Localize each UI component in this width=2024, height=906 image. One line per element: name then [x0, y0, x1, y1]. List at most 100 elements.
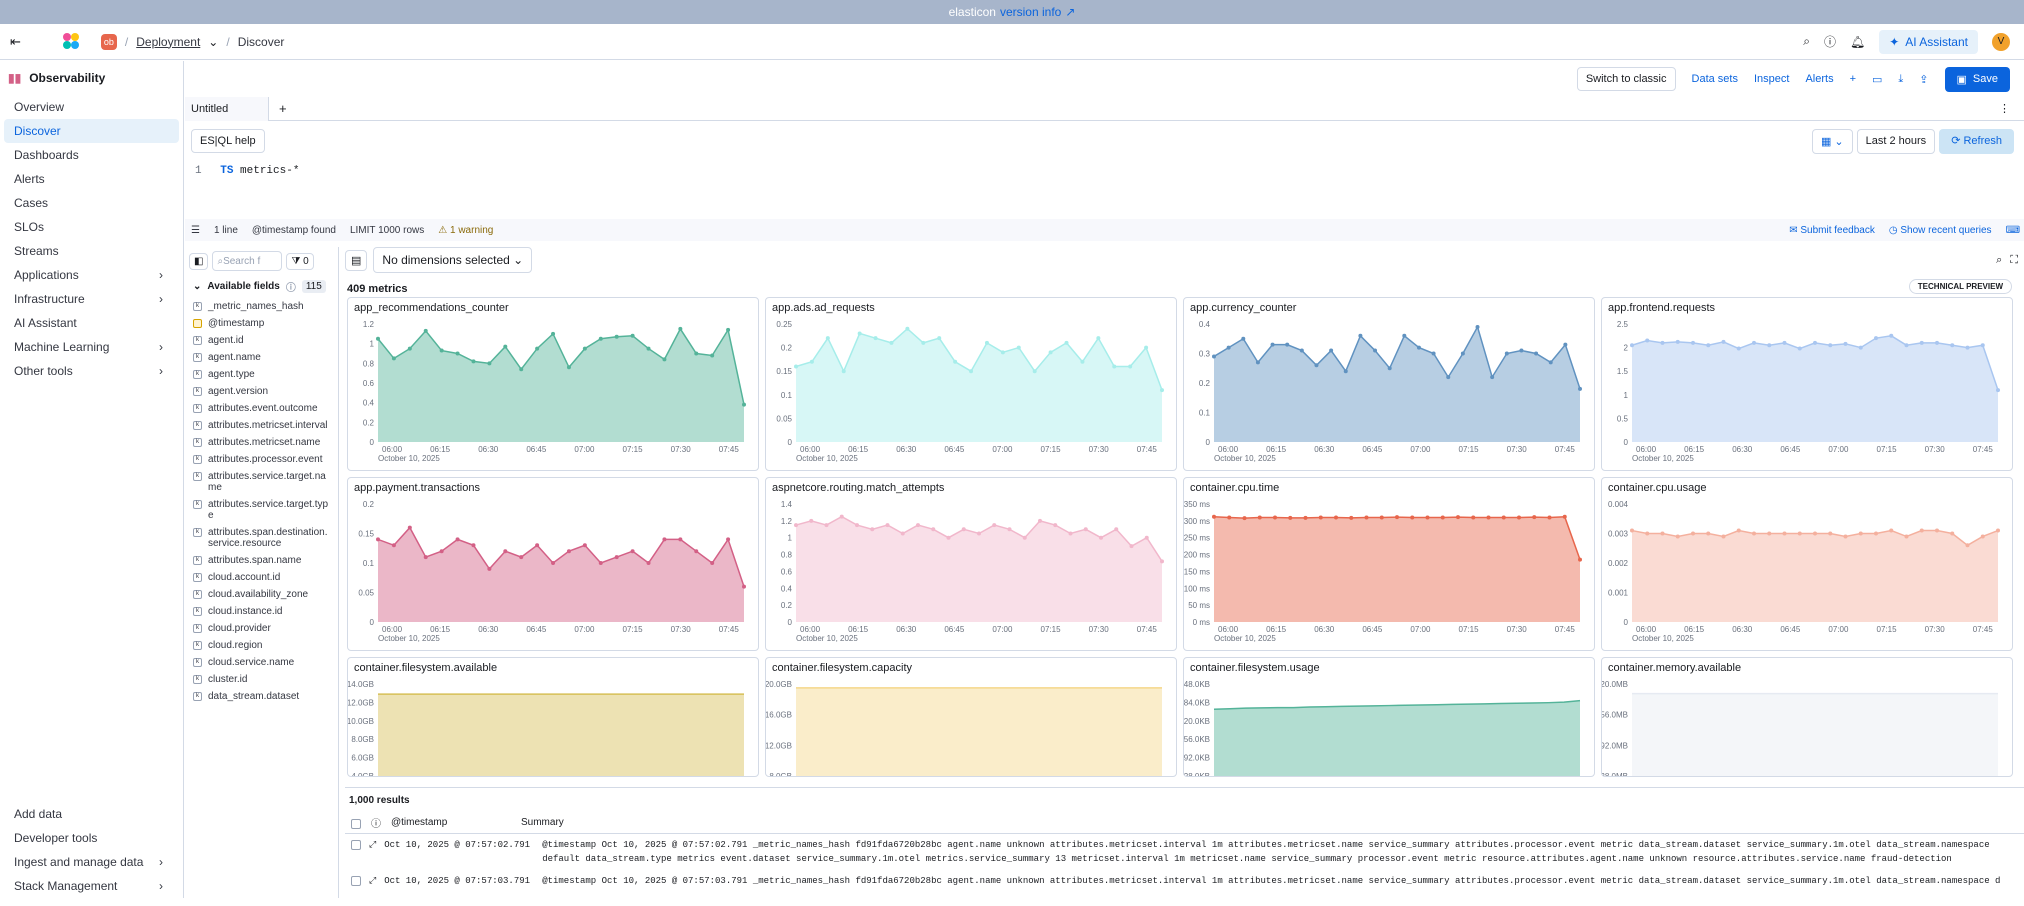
field-item[interactable]: k cloud.region — [185, 637, 338, 654]
field-item[interactable]: k attributes.processor.event — [185, 451, 338, 468]
esql-help-button[interactable]: ES|QL help — [191, 129, 265, 153]
save-button[interactable]: ▣ Save — [1944, 66, 2010, 92]
search-icon[interactable]: ⌕ — [1803, 34, 1810, 48]
field-item[interactable]: k attributes.span.name — [185, 552, 338, 569]
field-item[interactable]: k agent.version — [185, 383, 338, 400]
metric-chart-card[interactable]: aspnetcore.routing.match_attempts 0 0.2 0.4… — [765, 477, 1177, 651]
field-item[interactable]: k agent.type — [185, 366, 338, 383]
search-icon[interactable]: ⌕ — [1996, 253, 2003, 266]
notifications-icon[interactable]: 🔔︎ — [1850, 34, 1866, 49]
refresh-button[interactable]: ⟳ Refresh — [1939, 129, 2014, 154]
sidebar-item-stack-management[interactable]: Stack Management › — [4, 874, 179, 898]
help-icon[interactable]: ⓘ — [1823, 35, 1836, 49]
field-item[interactable]: k cloud.provider — [185, 620, 338, 637]
sidebar-item-dashboards[interactable]: Dashboards — [4, 143, 179, 167]
query-editor[interactable]: 1 TS metrics-* — [195, 165, 299, 177]
metric-chart-card[interactable]: app_recommendations_counter 0 0.2 0.4 0.6 0.8… — [347, 297, 759, 471]
metric-chart-card[interactable]: app.frontend.requests 0 0.5 1 1.5 2 2.5 06:00 06… — [1601, 297, 2013, 471]
keyboard-icon[interactable]: ⌨ — [2005, 224, 2020, 236]
row-checkbox[interactable] — [351, 876, 361, 886]
metric-chart-card[interactable]: container.filesystem.capacity 8.0GB 12.0GB… — [765, 657, 1177, 777]
field-item[interactable]: k cloud.account.id — [185, 569, 338, 586]
field-item[interactable]: k attributes.metricset.interval — [185, 417, 338, 434]
field-item[interactable]: @timestamp — [185, 315, 338, 332]
expand-icon[interactable]: ⤢ — [369, 876, 377, 886]
field-filter-button[interactable]: ⧩ 0 — [286, 252, 314, 270]
breadcrumb-deployment[interactable]: Deployment — [136, 34, 201, 49]
new-icon[interactable]: + — [1849, 73, 1857, 85]
ai-assistant-button[interactable]: ✦ AI Assistant — [1879, 29, 1978, 54]
field-item[interactable]: k agent.id — [185, 332, 338, 349]
select-all-checkbox[interactable] — [351, 818, 361, 829]
metric-chart-card[interactable]: container.filesystem.usage 128.0KB 192.0KB… — [1183, 657, 1595, 777]
table-row[interactable]: ⤢ Oct 10, 2025 @ 07:57:03.791 @timestamp O… — [345, 870, 2024, 906]
field-item[interactable]: k data_stream.dataset — [185, 688, 338, 705]
field-item[interactable]: k attributes.event.outcome — [185, 400, 338, 417]
sidebar-item-alerts[interactable]: Alerts — [4, 167, 179, 191]
sidebar-item-machine-learning[interactable]: Machine Learning › — [4, 335, 179, 359]
sidebar-item-infrastructure[interactable]: Infrastructure › — [4, 287, 179, 311]
metric-chart-card[interactable]: container.memory.available 128.0MB 192.0MB… — [1601, 657, 2013, 777]
table-row[interactable]: ⤢ Oct 10, 2025 @ 07:57:02.791 @timestamp O… — [345, 834, 2024, 870]
sidebar-item-discover[interactable]: Discover — [4, 119, 179, 143]
field-item[interactable]: k _metric_names_hash — [185, 298, 338, 315]
metric-chart-card[interactable]: container.cpu.time 0 ms 50 ms 100 ms 150 ms 2… — [1183, 477, 1595, 651]
list-icon[interactable]: ☰ — [191, 224, 200, 236]
space-badge[interactable]: ob — [100, 33, 117, 50]
share-icon[interactable]: ⇪ — [1919, 73, 1929, 86]
field-item[interactable]: k attributes.metricset.name — [185, 434, 338, 451]
version-info-link[interactable]: version info — [999, 5, 1062, 19]
dimensions-select[interactable]: No dimensions selected ⌄ — [373, 247, 533, 273]
sidebar-item-overview[interactable]: Overview — [4, 95, 179, 119]
field-item[interactable]: k agent.name — [185, 349, 338, 366]
data-sets-button[interactable]: Data sets — [1691, 73, 1738, 85]
sidebar-item-slos[interactable]: SLOs — [4, 215, 179, 239]
col-timestamp[interactable]: @timestamp — [391, 817, 448, 828]
open-folder-icon[interactable]: ▭ — [1872, 73, 1883, 86]
metric-chart-card[interactable]: container.filesystem.available 4.0GB 6.0GB… — [347, 657, 759, 777]
sidebar-item-streams[interactable]: Streams — [4, 239, 179, 263]
switch-classic-button[interactable]: Switch to classic — [1576, 67, 1676, 91]
warning-badge[interactable]: ⚠ 1 warning — [438, 225, 493, 236]
alerts-button[interactable]: Alerts — [1805, 73, 1834, 85]
sidebar-toggle-icon[interactable]: ◧ — [189, 252, 209, 270]
collapse-nav-icon[interactable]: ⇤ — [10, 33, 21, 49]
expand-icon[interactable]: ⤢ — [369, 840, 377, 850]
metric-chart-card[interactable]: app.payment.transactions 0 0.05 0.1 0.15 0.2 0… — [347, 477, 759, 651]
tab-untitled[interactable]: Untitled — [185, 96, 269, 121]
sidebar-item-ai-assistant[interactable]: AI Assistant — [4, 311, 179, 335]
field-item[interactable]: k attributes.span.destination.service.res… — [185, 524, 338, 552]
avatar[interactable]: V — [1992, 32, 2010, 51]
fullscreen-icon[interactable]: ⛶ — [2010, 253, 2018, 266]
field-item[interactable]: k cloud.service.name — [185, 654, 338, 671]
sidebar-item-developer-tools[interactable]: Developer tools — [4, 826, 179, 850]
metric-chart-card[interactable]: app.currency_counter 0 0.1 0.2 0.3 0.4 06:00 06… — [1183, 297, 1595, 471]
field-item[interactable]: k attributes.service.target.name — [185, 468, 338, 496]
sidebar-item-ingest-and-manage-data[interactable]: Ingest and manage data › — [4, 850, 179, 874]
row-checkbox[interactable] — [351, 840, 361, 850]
tab-menu-icon[interactable]: ⋮ — [1999, 103, 2010, 115]
time-range-picker[interactable]: Last 2 hours — [1856, 129, 1936, 154]
sidebar-item-add-data[interactable]: Add data — [4, 802, 179, 826]
sidebar-item-applications[interactable]: Applications › — [4, 263, 179, 287]
add-tab-icon[interactable]: + — [279, 101, 287, 116]
col-summary[interactable]: Summary — [521, 817, 564, 828]
elastic-logo[interactable] — [62, 32, 81, 51]
layout-icon[interactable]: ▤ — [345, 249, 368, 271]
metric-chart-card[interactable]: app.ads.ad_requests 0 0.05 0.1 0.15 0.2 0.25 06… — [765, 297, 1177, 471]
field-item[interactable]: k cloud.availability_zone — [185, 586, 338, 603]
field-item[interactable]: k cloud.instance.id — [185, 603, 338, 620]
field-search-input[interactable]: ⌕ Search f — [212, 251, 283, 271]
recent-queries-link[interactable]: ◷ Show recent queries — [1888, 224, 1992, 236]
sidebar-item-other-tools[interactable]: Other tools › — [4, 359, 179, 383]
chevron-down-icon[interactable]: ⌄ — [208, 34, 219, 49]
inspect-button[interactable]: Inspect — [1753, 73, 1790, 85]
calendar-icon[interactable]: ▦ ⌄ — [1811, 129, 1853, 154]
available-fields-header[interactable]: ⌄ Available fields ⓘ 115 — [185, 275, 338, 298]
submit-feedback-link[interactable]: ✉ Submit feedback — [1789, 224, 1875, 236]
metric-chart-card[interactable]: container.cpu.usage 0 0.001 0.002 0.003 0.004… — [1601, 477, 2013, 651]
sidebar-item-cases[interactable]: Cases — [4, 191, 179, 215]
download-icon[interactable]: ⤓ — [1898, 72, 1904, 85]
field-item[interactable]: k cluster.id — [185, 671, 338, 688]
field-item[interactable]: k attributes.service.target.type — [185, 496, 338, 524]
